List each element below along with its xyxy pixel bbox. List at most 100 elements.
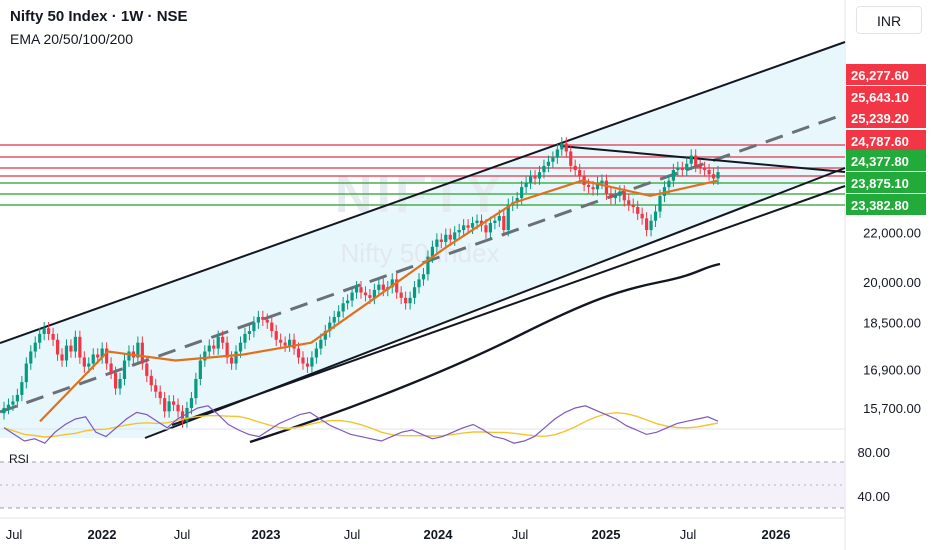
candle-body	[100, 348, 104, 358]
candle-body	[346, 300, 350, 304]
candle-body	[87, 363, 91, 367]
candle-body	[359, 287, 363, 293]
candle-body	[645, 218, 649, 231]
rsi-tick-label: 40.00	[857, 489, 890, 504]
candle-body	[569, 151, 573, 166]
candle-body	[613, 195, 617, 199]
candle-body	[6, 404, 11, 408]
time-tick-label: 2022	[88, 527, 117, 542]
candle-body	[47, 328, 51, 334]
time-tick-label: 2026	[762, 527, 791, 542]
time-tick-label: 2025	[592, 527, 621, 542]
candle-body	[555, 149, 559, 158]
candle-body	[279, 339, 283, 343]
candle-body	[586, 184, 591, 188]
candle-body	[546, 161, 551, 166]
candle-body	[332, 316, 336, 323]
candle-body	[564, 143, 568, 152]
candle-body	[216, 336, 220, 349]
candle-body	[609, 193, 613, 199]
candle-body	[234, 351, 238, 364]
candle-body	[627, 200, 631, 205]
candle-body	[395, 279, 399, 293]
candle-body	[341, 303, 345, 312]
candle-body	[247, 331, 252, 334]
candle-body	[685, 163, 689, 171]
support-tag-3-bg	[846, 194, 926, 215]
candle-body	[640, 213, 644, 219]
support-tag-1: 24,377.80	[851, 154, 909, 169]
candle-body	[185, 408, 189, 422]
candle-body	[51, 333, 55, 340]
support-tag-2-bg	[846, 172, 926, 193]
candle-body	[435, 239, 439, 247]
candle-body	[671, 170, 675, 181]
candle-body	[288, 339, 292, 346]
support-tag-3: 23,382.80	[851, 198, 909, 213]
candle-body	[15, 394, 19, 402]
candle-body	[238, 342, 243, 352]
resistance-tag-4: 24,787.60	[851, 134, 909, 149]
candle-body	[73, 336, 77, 352]
candle-body	[707, 170, 711, 175]
candle-body	[448, 234, 452, 240]
candle-body	[158, 391, 162, 399]
candle-body	[274, 331, 278, 340]
candle-body	[470, 223, 475, 228]
resistance-tag-2-bg	[846, 86, 926, 107]
resistance-tag-1: 26,277.60	[851, 68, 909, 83]
candle-body	[78, 336, 82, 358]
resistance-tag-3: 25,239.20	[851, 111, 909, 126]
candle-body	[256, 316, 260, 323]
candle-body	[622, 191, 626, 201]
candle-body	[457, 230, 461, 233]
candle-body	[350, 292, 354, 301]
candle-body	[198, 360, 202, 379]
candle-body	[488, 223, 493, 233]
candle-body	[363, 292, 368, 296]
candle-body	[212, 345, 216, 349]
channel-fill	[0, 42, 845, 438]
candle-body	[649, 220, 653, 231]
time-tick-label: Jul	[512, 527, 529, 542]
candle-body	[64, 345, 69, 361]
candle-body	[96, 354, 100, 358]
candle-body	[323, 331, 327, 340]
candle-body	[296, 348, 301, 358]
candle-body	[252, 322, 256, 332]
candle-body	[113, 372, 118, 389]
candle-body	[136, 342, 140, 358]
candle-body	[145, 363, 149, 376]
candle-body	[412, 287, 417, 298]
currency-button[interactable]: INR	[856, 6, 922, 34]
chart-title[interactable]: Nifty 50 Index · 1W · NSE	[10, 8, 188, 25]
rsi-ma-line	[3, 411, 719, 438]
rsi-label: RSI	[9, 452, 30, 466]
candle-body	[149, 375, 153, 386]
candle-body	[270, 322, 274, 332]
time-tick-label: Jul	[344, 527, 361, 542]
candle-body	[176, 404, 180, 412]
candle-body	[118, 378, 122, 389]
candle-body	[127, 351, 131, 361]
candle-body	[243, 333, 247, 343]
resistance-tag-2: 25,643.10	[851, 90, 909, 105]
candle-body	[689, 155, 693, 164]
candle-body	[618, 191, 622, 196]
indicator-legend[interactable]: EMA 20/50/100/200	[10, 31, 133, 47]
resistance-tag-4-bg	[846, 130, 926, 151]
candle-body	[417, 279, 421, 288]
candle-body	[653, 211, 658, 221]
candle-body	[537, 172, 542, 179]
candle-body	[475, 220, 479, 224]
channel-upper-line	[0, 41, 846, 344]
watermark-name: Nifty 50 Index	[341, 238, 500, 268]
candle-body	[189, 398, 194, 408]
price-tick-label: 20,000.00	[863, 275, 921, 290]
price-tick-label: 16,900.00	[863, 363, 921, 378]
rsi-tick-label: 80.00	[857, 445, 890, 460]
candle-body	[29, 351, 33, 364]
support-tag-1-bg	[846, 150, 926, 171]
candle-body	[484, 225, 488, 233]
